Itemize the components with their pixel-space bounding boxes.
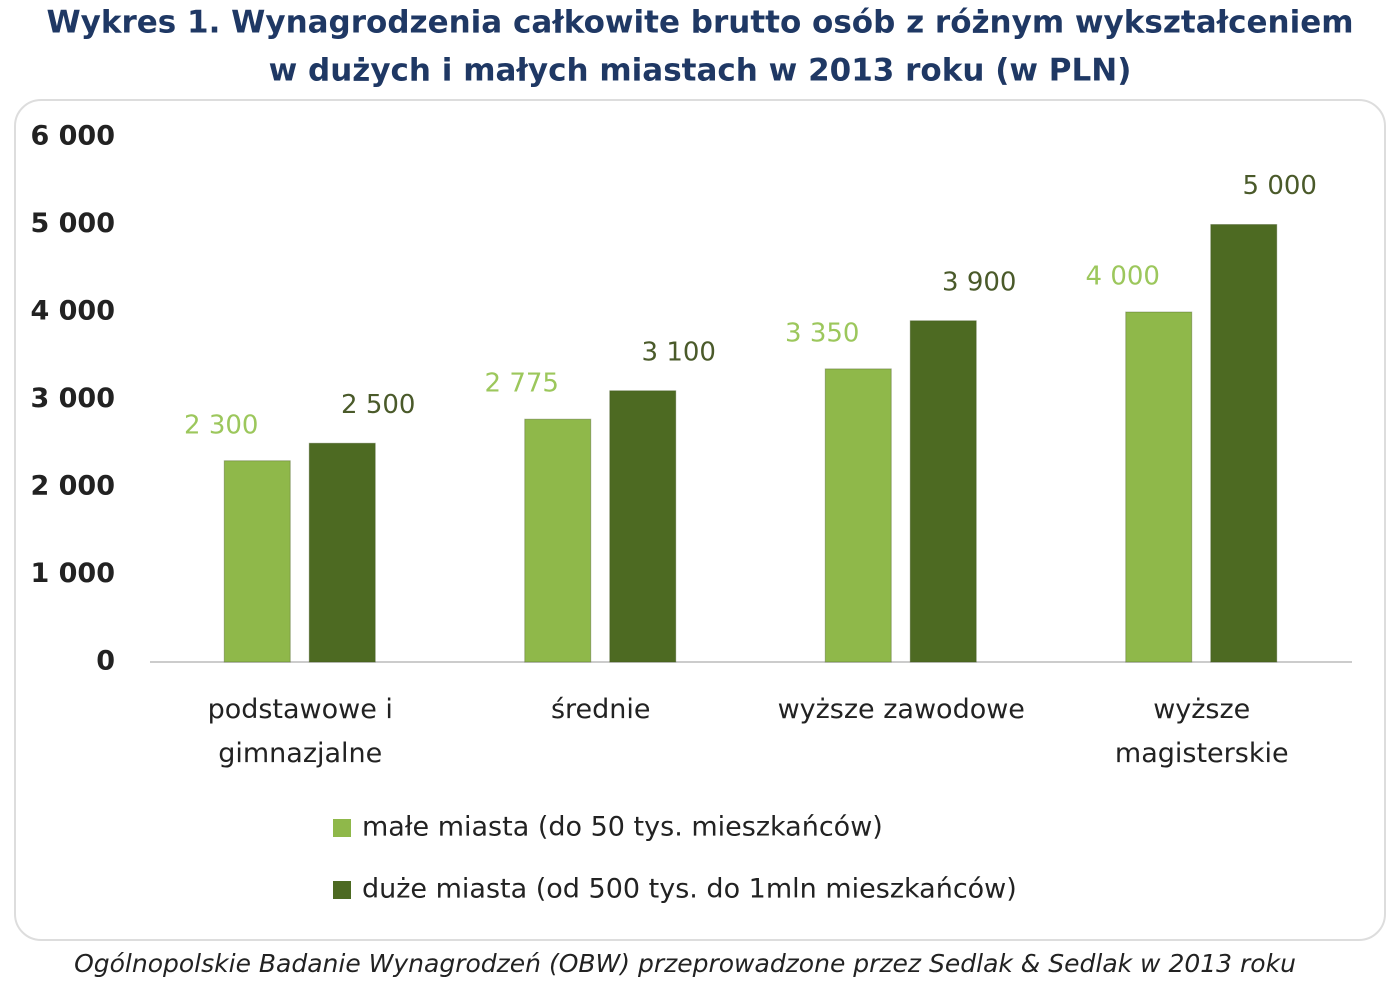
chart-title: w dużych i małych miastach w 2013 roku (… — [269, 53, 1132, 89]
bar — [609, 390, 677, 663]
legend-swatch — [333, 819, 351, 837]
y-tick-label: 6 000 — [30, 121, 115, 152]
value-label: 5 000 — [1243, 171, 1317, 201]
bar — [308, 442, 376, 663]
value-label: 3 100 — [642, 337, 716, 367]
y-tick-label: 5 000 — [30, 208, 115, 239]
legend-label: duże miasta (od 500 tys. do 1mln mieszka… — [362, 874, 1017, 905]
bar — [223, 460, 291, 663]
value-label: 3 350 — [785, 318, 859, 348]
x-tick-label: wyższe magisterskie — [1114, 694, 1289, 769]
value-label: 2 300 — [184, 410, 258, 440]
bar — [524, 418, 592, 663]
bar — [824, 368, 892, 663]
source-note: Ogólnopolskie Badanie Wynagrodzeń (OBW) … — [74, 949, 1296, 978]
value-label: 3 900 — [942, 267, 1016, 297]
y-tick-label: 4 000 — [30, 296, 115, 327]
y-tick-label: 2 000 — [30, 471, 115, 502]
y-tick-label: 0 — [96, 646, 115, 677]
chart-frame — [14, 99, 1386, 941]
value-label: 2 775 — [485, 369, 559, 399]
legend-swatch — [333, 881, 351, 899]
value-label: 2 500 — [341, 390, 415, 420]
x-tick-label: wyższe zawodowe — [777, 694, 1025, 725]
x-tick-label: podstawowe i gimnazjalne — [207, 694, 393, 769]
x-tick-label: średnie — [550, 694, 651, 725]
value-label: 4 000 — [1086, 262, 1160, 292]
bar — [909, 320, 977, 663]
bar — [1125, 311, 1193, 663]
chart-title: Wykres 1. Wynagrodzenia całkowite brutto… — [46, 5, 1353, 41]
legend-label: małe miasta (do 50 tys. mieszkańców) — [362, 812, 883, 843]
y-tick-label: 1 000 — [30, 558, 115, 589]
bar — [1210, 224, 1278, 663]
y-tick-label: 3 000 — [30, 383, 115, 414]
